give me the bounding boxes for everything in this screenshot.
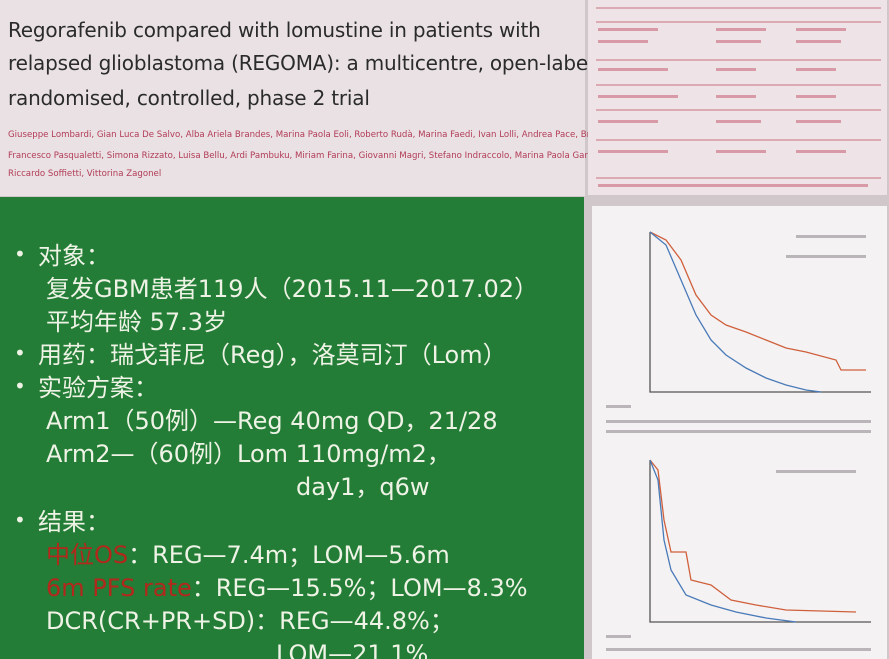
line-text: 复发GBM患者119人（2015.11—2017.02） (46, 275, 539, 303)
line-text: Arm1（50例）—Reg 40mg QD，21/28 (46, 407, 498, 435)
authors: Riccardo Soffietti, Vittorina Zagonel (8, 169, 162, 179)
highlight-label: 6m PFS rate (46, 574, 192, 602)
content-panel: • 对象： 复发GBM患者119人（2015.11—2017.02） 平均年龄 57.… (0, 197, 584, 659)
bullet-line: 6m PFS rate：REG—15.5%；LOM—8.3% (46, 573, 528, 603)
bullet-line: day1，q6w (296, 472, 430, 502)
bullet-line: 平均年龄 57.3岁 (46, 307, 227, 337)
line-text: Arm2—（60例）Lom 110mg/m2， (46, 440, 451, 468)
km-curve-a (649, 231, 871, 393)
line-text: LOM—21.1% (276, 640, 429, 659)
bullet-dot: • (14, 508, 26, 532)
bullet-line: LOM—21.1% (276, 639, 428, 659)
axis-text-blur (606, 235, 871, 651)
bullet-heading: 结果： (38, 508, 110, 536)
table-text-blur (598, 28, 868, 187)
line-text: ：REG—7.4m；LOM—5.6m (128, 541, 450, 569)
authors: Giuseppe Lombardi, Gian Luca De Salvo, A… (8, 130, 645, 140)
bullet-line: 复发GBM患者119人（2015.11—2017.02） (46, 274, 538, 304)
line-text: ：REG—15.5%；LOM—8.3% (191, 574, 528, 602)
bullet-line: 中位OS：REG—7.4m；LOM—5.6m (46, 540, 450, 570)
authors: Francesco Pasqualetti, Simona Rizzato, L… (8, 151, 618, 161)
bullet-dot: • (14, 374, 26, 398)
bullet-dot: • (14, 341, 26, 365)
bullet-heading: 对象： (38, 242, 110, 270)
table-lines (596, 7, 881, 179)
paper-header: Regorafenib compared with lomustine in p… (0, 0, 644, 196)
km-curve-b (649, 459, 871, 623)
bullet-line: DCR(CR+PR+SD)：REG—44.8%； (46, 606, 454, 636)
highlight-label: 中位OS (46, 541, 129, 569)
line-text: 平均年龄 57.3岁 (46, 308, 228, 336)
bullet-heading: 实验方案： (38, 374, 158, 402)
figure-thumbnails (588, 0, 887, 659)
bullet-line: Arm1（50例）—Reg 40mg QD，21/28 (46, 406, 498, 436)
bullet-heading: 用药：瑞戈菲尼（Reg），洛莫司汀（Lom） (38, 341, 507, 369)
title: randomised, controlled, phase 2 trial (8, 86, 370, 110)
line-text: DCR(CR+PR+SD)：REG—44.8%； (46, 607, 454, 635)
line-text: day1，q6w (296, 473, 430, 501)
bullet-dot: • (14, 242, 26, 266)
title: Regorafenib compared with lomustine in p… (8, 18, 541, 42)
bullet-line: Arm2—（60例）Lom 110mg/m2， (46, 439, 451, 469)
title: relapsed glioblastoma (REGOMA): a multic… (8, 51, 600, 75)
